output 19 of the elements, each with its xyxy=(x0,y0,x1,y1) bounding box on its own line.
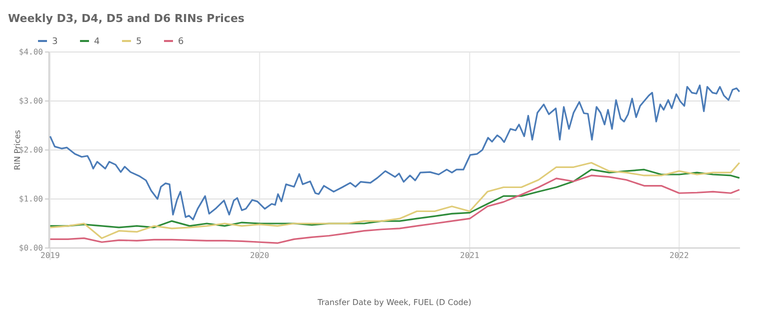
y-tick-label: $3.00 xyxy=(18,96,44,106)
line-series xyxy=(49,168,740,228)
chart-title: Weekly D3, D4, D5 and D6 RINs Prices xyxy=(8,12,245,25)
y-tick-label: $4.00 xyxy=(18,48,44,57)
line-series xyxy=(49,174,740,244)
legend-label: 6 xyxy=(178,37,184,47)
legend-label: 5 xyxy=(136,37,142,47)
line-series xyxy=(49,84,740,220)
legend-label: 4 xyxy=(94,37,100,47)
x-tick-label: 2020 xyxy=(250,251,270,260)
y-tick-label: $1.00 xyxy=(18,194,44,204)
line-series xyxy=(49,162,740,239)
y-tick-label: $0.00 xyxy=(18,244,44,253)
x-axis-title: Transfer Date by Week, FUEL (D Code) xyxy=(316,298,472,307)
x-tick-label: 2019 xyxy=(40,251,60,260)
legend-label: 3 xyxy=(52,37,58,47)
x-tick-label: 2022 xyxy=(670,251,689,260)
x-tick-label: 2021 xyxy=(460,251,480,260)
y-tick-label: $2.00 xyxy=(18,146,44,155)
